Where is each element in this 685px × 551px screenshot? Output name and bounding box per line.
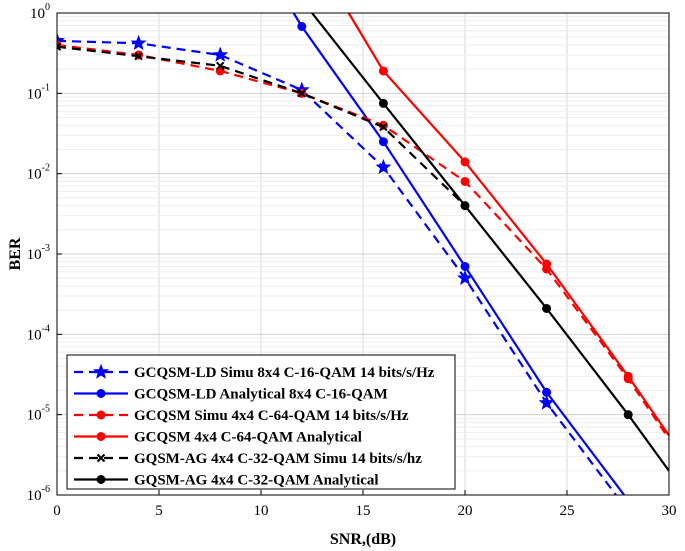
- y-tick-label: 100: [30, 2, 50, 22]
- x-tick-label: 5: [155, 503, 163, 519]
- series-layer: [57, 13, 669, 495]
- axis-label-layer: SNR,(dB) BER: [7, 237, 396, 548]
- y-axis-label: BER: [7, 237, 24, 270]
- legend-entry: GCQSM-LD Simu 8x4 C-16-QAM 14 bits/s/Hz: [74, 363, 435, 381]
- data-point-circle: [542, 387, 552, 397]
- legend-entry: GQSM-AG 4x4 C-32-QAM Analytical: [74, 473, 379, 489]
- series-line: [57, 39, 617, 495]
- y-tick-label: 10-2: [27, 163, 50, 183]
- legend: GCQSM-LD Simu 8x4 C-16-QAM 14 bits/s/Hz G…: [66, 354, 456, 490]
- legend-label: GCQSM-LD Analytical 8x4 C-16-QAM: [134, 387, 388, 403]
- data-point-x: [215, 61, 225, 71]
- data-point-star: [93, 363, 109, 379]
- tick-layer: 0 5 10 15 20 25 30 100 10-1 10-2 10-3 10-4 10-5 10-6: [27, 2, 677, 519]
- series-line: [347, 13, 669, 437]
- series-gcqsm-4x4-c-64-qam-analytical: [347, 13, 669, 437]
- data-point-circle: [460, 176, 470, 186]
- data-point-star: [375, 158, 392, 175]
- legend-entry: GCQSM-LD Analytical 8x4 C-16-QAM: [74, 387, 388, 403]
- legend-label: GQSM-AG 4x4 C-32-QAM Simu 14 bits/s/hz: [134, 451, 422, 467]
- data-point-circle: [96, 432, 106, 441]
- data-point-circle: [96, 410, 106, 420]
- data-point-x: [57, 42, 62, 51]
- y-tick-label: 10-5: [27, 404, 50, 424]
- x-axis-label: SNR,(dB): [330, 531, 396, 548]
- data-point-circle: [378, 137, 388, 147]
- series-line: [311, 13, 669, 472]
- series-line: [57, 45, 466, 207]
- data-point-circle: [460, 261, 470, 271]
- legend-label: GCQSM Simu 4x4 C-64-QAM 14 bits/s/Hz: [134, 408, 409, 424]
- data-point-circle: [378, 98, 388, 108]
- data-point-x: [96, 453, 106, 463]
- legend-label: GQSM-AG 4x4 C-32-QAM Analytical: [134, 473, 379, 489]
- series-gqsm-ag-4x4-c-32-qam-analytical: [311, 13, 669, 472]
- y-tick-label: 10-1: [27, 82, 50, 102]
- data-point-x: [134, 51, 143, 61]
- y-tick-label: 10-3: [27, 243, 50, 263]
- legend-entry: GQSM-AG 4x4 C-32-QAM Simu 14 bits/s/hz: [74, 451, 422, 467]
- data-point-circle: [96, 475, 106, 484]
- data-point-star: [212, 46, 229, 62]
- legend-label: GCQSM-LD Simu 8x4 C-16-QAM 14 bits/s/Hz: [134, 365, 435, 381]
- data-point-circle: [297, 21, 307, 31]
- data-point-circle: [460, 201, 470, 211]
- x-tick-label: 15: [356, 503, 371, 519]
- data-point-circle: [378, 66, 388, 76]
- x-tick-label: 20: [458, 503, 473, 519]
- data-point-circle: [460, 157, 470, 167]
- data-point-circle: [96, 389, 106, 398]
- x-tick-label: 10: [254, 503, 269, 519]
- data-point-circle: [623, 371, 633, 381]
- legend-entry: GCQSM 4x4 C-64-QAM Analytical: [74, 430, 362, 446]
- legend-box: [66, 354, 456, 490]
- x-tick-label: 0: [53, 503, 61, 519]
- data-point-circle: [542, 259, 552, 269]
- x-tick-label: 30: [662, 503, 677, 519]
- legend-entry: GCQSM Simu 4x4 C-64-QAM 14 bits/s/Hz: [74, 408, 409, 424]
- data-point-x: [297, 89, 307, 98]
- data-point-star: [130, 34, 147, 51]
- series-gcqsm-ld-analytical-8x4-c-16-qam: [292, 13, 625, 495]
- data-point-circle: [542, 303, 552, 313]
- x-tick-label: 25: [560, 503, 575, 519]
- y-tick-label: 10-6: [27, 484, 50, 504]
- data-point-circle: [623, 410, 633, 420]
- series-gqsm-ag-4x4-c-32-qam-simu-14-bits-s-hz: [57, 42, 466, 207]
- legend-label: GCQSM 4x4 C-64-QAM Analytical: [134, 430, 362, 446]
- data-point-x: [379, 122, 388, 132]
- y-tick-label: 10-4: [27, 323, 50, 343]
